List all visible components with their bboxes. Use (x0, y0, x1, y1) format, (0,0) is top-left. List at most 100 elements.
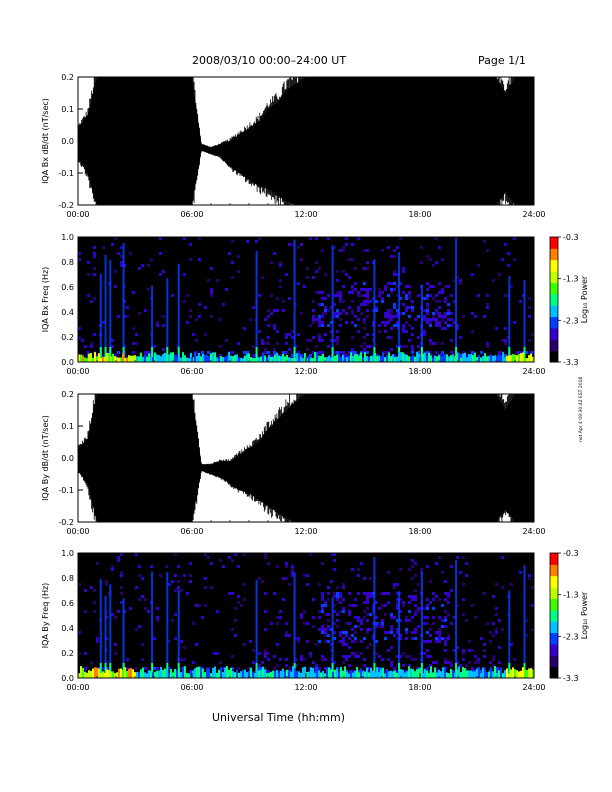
spectrogram-floor (78, 354, 80, 362)
spectrogram-floor (204, 672, 206, 678)
spectrogram-cell (309, 354, 312, 357)
spectrogram-floor (468, 670, 470, 678)
spectrogram-cell (486, 345, 489, 348)
spectrogram-cell (483, 592, 486, 595)
spectrogram-floor (512, 667, 514, 678)
spectrogram-cell (243, 553, 246, 556)
spectrogram-cell (270, 294, 273, 297)
spectrogram-cell (462, 583, 465, 586)
spectrogram-cell (378, 622, 381, 625)
spectrogram-floor (440, 671, 442, 678)
spectrogram-cell (336, 339, 339, 342)
spectrogram-cell (408, 285, 411, 288)
spectrogram-floor (438, 355, 440, 362)
spectrogram-cell (330, 628, 333, 631)
spectrogram-cell (342, 643, 345, 646)
spectrogram-cell (468, 640, 471, 643)
spectrogram-cell (153, 345, 156, 348)
spectrogram-cell (147, 264, 150, 267)
spectrogram-cell (327, 294, 330, 297)
spectrogram-cell (168, 640, 171, 643)
spectrogram-cell (288, 243, 291, 246)
spectrogram-cell (531, 333, 534, 336)
spectrogram-floor (466, 357, 468, 362)
spectrogram-floor (288, 672, 290, 678)
spectrogram-floor (514, 354, 516, 362)
spectrogram-cell (180, 667, 183, 670)
spectrogram-cell (480, 637, 483, 640)
spectrogram-cell (447, 595, 450, 598)
spectrogram-cell (252, 354, 255, 357)
spectrogram-cell (495, 667, 498, 670)
spectrogram-cell (369, 613, 372, 616)
spectrogram-floor (264, 355, 266, 362)
spectrogram-floor (340, 667, 342, 678)
spectrogram-cell (342, 598, 345, 601)
spectrogram-cell (471, 330, 474, 333)
spectrogram-cell (243, 643, 246, 646)
spectrogram-cell (180, 589, 183, 592)
spectrogram-cell (411, 306, 414, 309)
spectrogram-floor (234, 672, 236, 678)
spectrogram-cell (351, 285, 354, 288)
spectrogram-floor (318, 670, 320, 678)
spectrogram-floor (104, 356, 106, 362)
spectrogram-cell (384, 592, 387, 595)
spectrogram-cell (120, 592, 123, 595)
spectrogram-floor (366, 356, 368, 362)
spectrogram-floor (526, 670, 528, 678)
spectrogram-cell (402, 291, 405, 294)
spectrogram-floor (120, 357, 122, 362)
spectrogram-floor (126, 670, 128, 678)
spectrogram-cell (120, 261, 123, 264)
spectrogram-cell (315, 670, 318, 673)
spectrogram-spike-base (99, 663, 102, 678)
spectrogram-cell (357, 354, 360, 357)
spectrogram-cell (264, 342, 267, 345)
spectrogram-cell (321, 339, 324, 342)
spectrogram-cell (300, 616, 303, 619)
spectrogram-cell (351, 288, 354, 291)
spectrogram-cell (210, 562, 213, 565)
spectrogram-cell (528, 315, 531, 318)
x-tick-label: 12:00 (294, 367, 317, 376)
spectrogram-cell (435, 670, 438, 673)
spectrogram-cell (138, 267, 141, 270)
spectrogram-cell (447, 318, 450, 321)
spectrogram-cell (381, 604, 384, 607)
spectrogram-cell (444, 327, 447, 330)
spectrogram-cell (348, 655, 351, 658)
spectrogram-cell (147, 288, 150, 291)
spectrogram-cell (483, 667, 486, 670)
spectrogram-cell (171, 580, 174, 583)
spectrogram-cell (105, 583, 108, 586)
spectrogram-cell (321, 658, 324, 661)
spectrogram-cell (444, 661, 447, 664)
spectrogram-floor (292, 357, 294, 362)
spectrogram-cell (369, 345, 372, 348)
spectrogram-cell (243, 598, 246, 601)
colorbar-segment (550, 237, 558, 249)
spectrogram-floor (498, 354, 500, 362)
spectrogram-floor (492, 355, 494, 362)
spectrogram-cell (129, 252, 132, 255)
spectrogram-cell (507, 252, 510, 255)
spectrogram-cell (318, 267, 321, 270)
spectrogram-spike (420, 284, 423, 362)
y-tick-label: -0.1 (58, 486, 74, 495)
spectrogram-floor (326, 358, 328, 362)
spectrogram-spike (508, 590, 511, 678)
spectrogram-cell (303, 622, 306, 625)
spectrogram-cell (270, 312, 273, 315)
spectrogram-floor (246, 672, 248, 678)
spectrogram-floor (122, 353, 124, 362)
spectrogram-cell (321, 607, 324, 610)
spectrogram-cell (174, 553, 177, 556)
spectrogram-cell (84, 667, 87, 670)
spectrogram-floor (412, 668, 414, 678)
spectrogram-cell (162, 270, 165, 273)
spectrogram-cell (264, 556, 267, 559)
spectrogram-cell (336, 586, 339, 589)
spectrogram-cell (336, 330, 339, 333)
spectrogram-cell (519, 351, 522, 354)
